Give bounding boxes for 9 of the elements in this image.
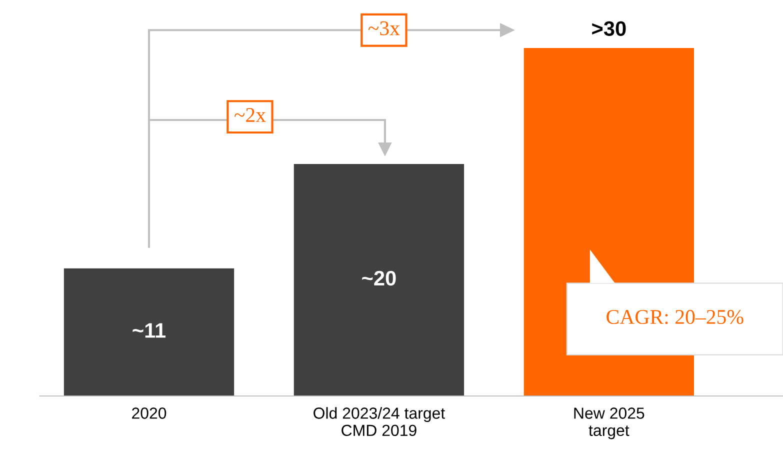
x-tick-label: New 2025 target xyxy=(574,408,644,440)
x-tick-label: Old 2023/24 target CMD 2019 xyxy=(314,407,446,436)
annotation: CAGR: 20–25% xyxy=(606,310,744,324)
data-label: >30 xyxy=(592,21,626,36)
data-label: ~20 xyxy=(362,270,396,286)
data-label: ~11 xyxy=(132,323,166,338)
annotation: ~2x xyxy=(234,108,266,122)
x-tick-label: 2020 xyxy=(132,408,166,419)
text: ~3x xyxy=(368,21,400,36)
